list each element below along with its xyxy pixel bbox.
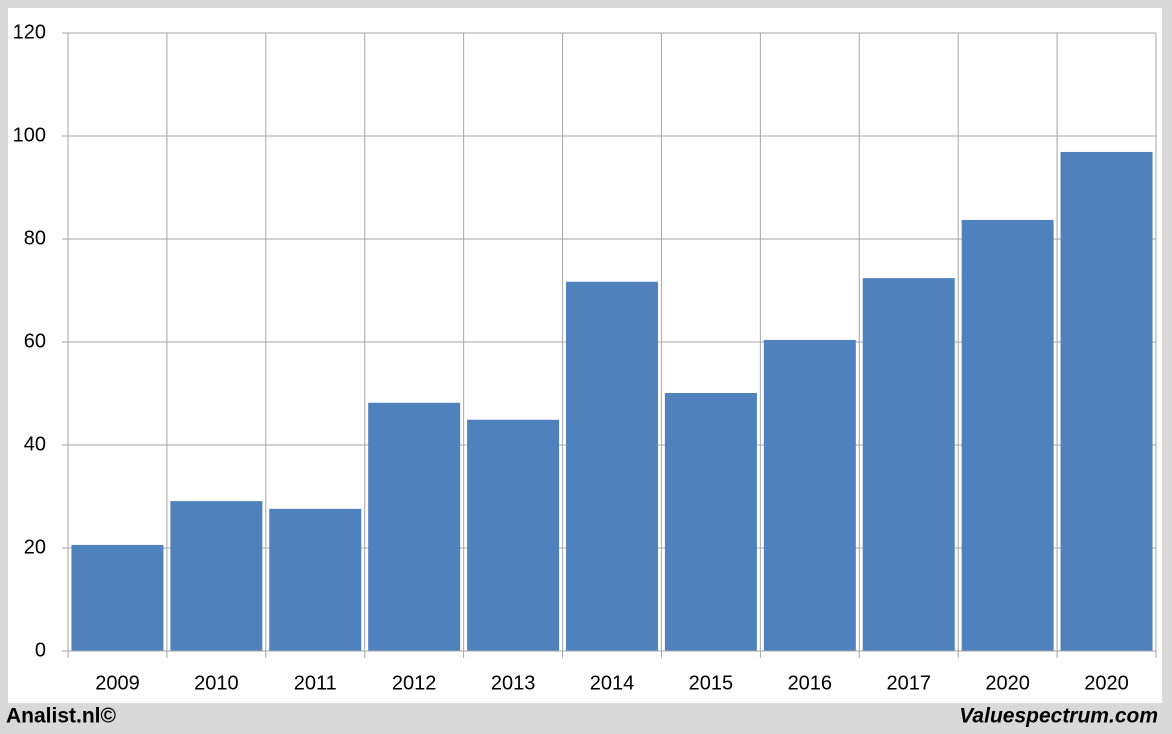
x-tick-label: 2012 — [392, 672, 437, 694]
bar — [170, 501, 263, 651]
bar — [71, 544, 164, 651]
x-tick-label: 2010 — [194, 672, 239, 694]
x-tick-label: 2009 — [95, 672, 140, 694]
x-tick-label: 2013 — [491, 672, 536, 694]
bar — [467, 419, 560, 651]
footer-left: Analist.nl© — [6, 705, 117, 728]
y-tick-label: 0 — [35, 639, 46, 661]
x-tick-label: 2016 — [788, 672, 833, 694]
bar — [1060, 151, 1153, 651]
y-tick-label: 100 — [13, 124, 46, 146]
x-tick-label: 2014 — [590, 672, 635, 694]
bar — [763, 339, 856, 651]
x-tick-label: 2015 — [689, 672, 734, 694]
bar — [566, 281, 658, 651]
y-tick-label: 120 — [13, 21, 46, 43]
y-tick-label: 80 — [24, 227, 46, 249]
x-tick-label: 2011 — [294, 672, 337, 694]
y-tick-label: 40 — [24, 433, 46, 455]
y-tick-label: 60 — [24, 330, 46, 352]
bar — [961, 219, 1054, 651]
bar — [664, 392, 757, 651]
x-tick-label: 2020 — [985, 672, 1030, 694]
y-tick-label: 20 — [24, 536, 46, 558]
bar — [862, 278, 955, 651]
bar — [269, 508, 362, 651]
footer-right: Valuespectrum.com — [959, 705, 1158, 728]
x-tick-label: 2017 — [886, 672, 931, 694]
x-tick-label: 2020 — [1084, 672, 1129, 694]
bar — [368, 402, 461, 651]
